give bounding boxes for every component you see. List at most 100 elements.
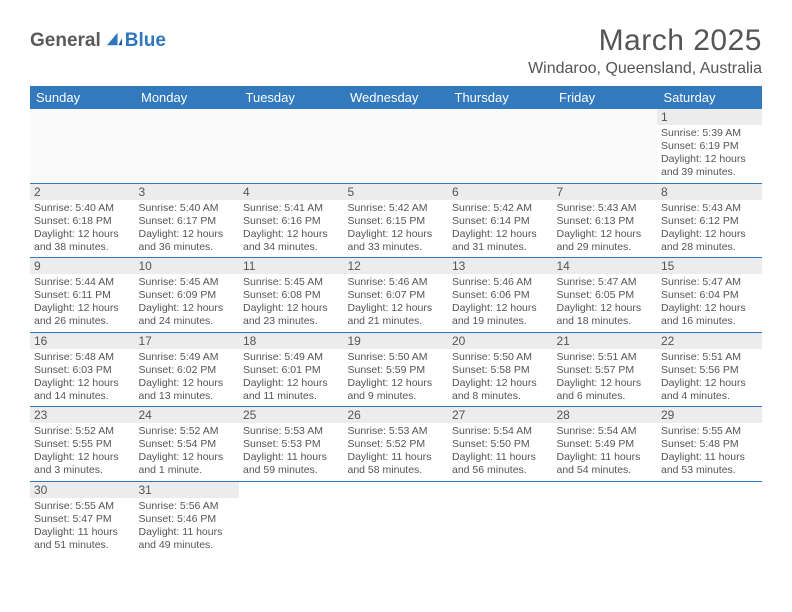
empty-cell	[448, 481, 553, 555]
daylight1-text: Daylight: 12 hours	[34, 228, 131, 241]
day-number: 7	[553, 184, 658, 200]
day-cell-inner: 6Sunrise: 5:42 AMSunset: 6:14 PMDaylight…	[448, 184, 553, 258]
daylight2-text: and 49 minutes.	[139, 539, 236, 552]
calendar-row: 30Sunrise: 5:55 AMSunset: 5:47 PMDayligh…	[30, 481, 762, 555]
sunrise-text: Sunrise: 5:49 AM	[243, 351, 340, 364]
daylight1-text: Daylight: 12 hours	[139, 377, 236, 390]
day-cell-inner: 14Sunrise: 5:47 AMSunset: 6:05 PMDayligh…	[553, 258, 658, 332]
sunrise-text: Sunrise: 5:50 AM	[348, 351, 445, 364]
daylight1-text: Daylight: 12 hours	[243, 377, 340, 390]
daylight1-text: Daylight: 12 hours	[348, 228, 445, 241]
location: Windaroo, Queensland, Australia	[528, 60, 762, 78]
daylight2-text: and 16 minutes.	[661, 315, 758, 328]
daylight1-text: Daylight: 12 hours	[661, 302, 758, 315]
sunrise-text: Sunrise: 5:39 AM	[661, 127, 758, 140]
daylight2-text: and 56 minutes.	[452, 464, 549, 477]
daylight2-text: and 26 minutes.	[34, 315, 131, 328]
day-number: 5	[344, 184, 449, 200]
day-number: 31	[135, 482, 240, 498]
sunrise-text: Sunrise: 5:41 AM	[243, 202, 340, 215]
sunset-text: Sunset: 5:48 PM	[661, 438, 758, 451]
daylight2-text: and 23 minutes.	[243, 315, 340, 328]
day-cell-inner: 4Sunrise: 5:41 AMSunset: 6:16 PMDaylight…	[239, 184, 344, 258]
day-of-week-row: Sunday Monday Tuesday Wednesday Thursday…	[30, 86, 762, 109]
sail-icon	[105, 31, 123, 47]
day-cell-inner: 12Sunrise: 5:46 AMSunset: 6:07 PMDayligh…	[344, 258, 449, 332]
sunset-text: Sunset: 6:02 PM	[139, 364, 236, 377]
sunset-text: Sunset: 5:53 PM	[243, 438, 340, 451]
sunset-text: Sunset: 5:52 PM	[348, 438, 445, 451]
day-number: 6	[448, 184, 553, 200]
daylight2-text: and 34 minutes.	[243, 241, 340, 254]
daylight1-text: Daylight: 11 hours	[243, 451, 340, 464]
sunrise-text: Sunrise: 5:42 AM	[452, 202, 549, 215]
sunset-text: Sunset: 6:11 PM	[34, 289, 131, 302]
daylight2-text: and 6 minutes.	[557, 390, 654, 403]
day-cell: 21Sunrise: 5:51 AMSunset: 5:57 PMDayligh…	[553, 332, 658, 407]
sunset-text: Sunset: 6:03 PM	[34, 364, 131, 377]
day-number: 20	[448, 333, 553, 349]
daylight1-text: Daylight: 12 hours	[139, 302, 236, 315]
sunset-text: Sunset: 6:01 PM	[243, 364, 340, 377]
empty-cell	[657, 481, 762, 555]
day-number: 23	[30, 407, 135, 423]
day-cell-inner: 19Sunrise: 5:50 AMSunset: 5:59 PMDayligh…	[344, 333, 449, 407]
daylight2-text: and 21 minutes.	[348, 315, 445, 328]
daylight1-text: Daylight: 12 hours	[243, 228, 340, 241]
day-number: 12	[344, 258, 449, 274]
sunrise-text: Sunrise: 5:48 AM	[34, 351, 131, 364]
sunrise-text: Sunrise: 5:54 AM	[452, 425, 549, 438]
empty-cell	[344, 109, 449, 183]
sunrise-text: Sunrise: 5:45 AM	[243, 276, 340, 289]
daylight2-text: and 51 minutes.	[34, 539, 131, 552]
day-cell: 6Sunrise: 5:42 AMSunset: 6:14 PMDaylight…	[448, 183, 553, 258]
day-cell-inner: 22Sunrise: 5:51 AMSunset: 5:56 PMDayligh…	[657, 333, 762, 407]
day-cell-inner: 20Sunrise: 5:50 AMSunset: 5:58 PMDayligh…	[448, 333, 553, 407]
sunset-text: Sunset: 6:09 PM	[139, 289, 236, 302]
daylight1-text: Daylight: 11 hours	[348, 451, 445, 464]
dow-header: Sunday	[30, 86, 135, 109]
day-cell: 24Sunrise: 5:52 AMSunset: 5:54 PMDayligh…	[135, 407, 240, 482]
day-cell-inner: 29Sunrise: 5:55 AMSunset: 5:48 PMDayligh…	[657, 407, 762, 481]
day-number: 30	[30, 482, 135, 498]
day-number: 26	[344, 407, 449, 423]
daylight2-text: and 24 minutes.	[139, 315, 236, 328]
day-cell-inner: 30Sunrise: 5:55 AMSunset: 5:47 PMDayligh…	[30, 482, 135, 556]
sunrise-text: Sunrise: 5:52 AM	[34, 425, 131, 438]
daylight1-text: Daylight: 12 hours	[557, 302, 654, 315]
daylight2-text: and 11 minutes.	[243, 390, 340, 403]
day-number: 4	[239, 184, 344, 200]
sunset-text: Sunset: 6:19 PM	[661, 140, 758, 153]
day-cell: 8Sunrise: 5:43 AMSunset: 6:12 PMDaylight…	[657, 183, 762, 258]
daylight1-text: Daylight: 12 hours	[348, 377, 445, 390]
sunset-text: Sunset: 5:57 PM	[557, 364, 654, 377]
day-cell: 10Sunrise: 5:45 AMSunset: 6:09 PMDayligh…	[135, 258, 240, 333]
sunset-text: Sunset: 6:07 PM	[348, 289, 445, 302]
daylight1-text: Daylight: 12 hours	[452, 302, 549, 315]
day-number: 13	[448, 258, 553, 274]
daylight2-text: and 18 minutes.	[557, 315, 654, 328]
sunset-text: Sunset: 5:55 PM	[34, 438, 131, 451]
daylight2-text: and 33 minutes.	[348, 241, 445, 254]
logo-text-general: General	[30, 30, 101, 52]
header: General Blue March 2025 Windaroo, Queens…	[30, 24, 762, 78]
day-cell-inner: 17Sunrise: 5:49 AMSunset: 6:02 PMDayligh…	[135, 333, 240, 407]
day-cell: 26Sunrise: 5:53 AMSunset: 5:52 PMDayligh…	[344, 407, 449, 482]
daylight2-text: and 3 minutes.	[34, 464, 131, 477]
day-cell-inner: 5Sunrise: 5:42 AMSunset: 6:15 PMDaylight…	[344, 184, 449, 258]
day-number: 15	[657, 258, 762, 274]
logo: General Blue	[30, 30, 166, 52]
sunset-text: Sunset: 5:54 PM	[139, 438, 236, 451]
sunset-text: Sunset: 6:06 PM	[452, 289, 549, 302]
sunset-text: Sunset: 6:15 PM	[348, 215, 445, 228]
daylight1-text: Daylight: 11 hours	[557, 451, 654, 464]
sunset-text: Sunset: 5:47 PM	[34, 513, 131, 526]
daylight1-text: Daylight: 12 hours	[34, 377, 131, 390]
day-cell: 1Sunrise: 5:39 AMSunset: 6:19 PMDaylight…	[657, 109, 762, 183]
day-number: 27	[448, 407, 553, 423]
sunrise-text: Sunrise: 5:52 AM	[139, 425, 236, 438]
sunrise-text: Sunrise: 5:45 AM	[139, 276, 236, 289]
day-number: 14	[553, 258, 658, 274]
dow-header: Friday	[553, 86, 658, 109]
daylight2-text: and 9 minutes.	[348, 390, 445, 403]
